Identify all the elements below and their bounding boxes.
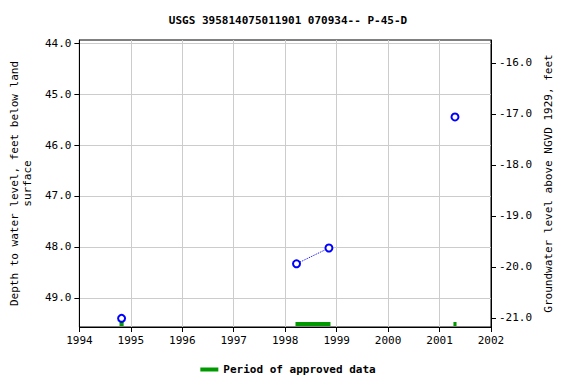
svg-text:1994: 1994 bbox=[66, 334, 93, 347]
svg-text:-16.0: -16.0 bbox=[499, 56, 532, 69]
svg-text:48.0: 48.0 bbox=[45, 240, 72, 253]
svg-text:surface: surface bbox=[21, 160, 34, 206]
svg-text:2000: 2000 bbox=[375, 334, 402, 347]
svg-text:1996: 1996 bbox=[169, 334, 196, 347]
svg-text:47.0: 47.0 bbox=[45, 189, 72, 202]
svg-text:2001: 2001 bbox=[426, 334, 453, 347]
svg-text:-17.0: -17.0 bbox=[499, 107, 532, 120]
svg-text:1995: 1995 bbox=[118, 334, 145, 347]
svg-text:USGS 395814075011901 070934--: USGS 395814075011901 070934-- P-45-D bbox=[169, 14, 408, 27]
svg-text:-19.0: -19.0 bbox=[499, 209, 532, 222]
svg-text:Period of approved data: Period of approved data bbox=[223, 363, 375, 376]
svg-text:1998: 1998 bbox=[272, 334, 299, 347]
svg-text:2002: 2002 bbox=[478, 334, 505, 347]
svg-text:1999: 1999 bbox=[323, 334, 350, 347]
svg-text:46.0: 46.0 bbox=[45, 139, 72, 152]
svg-text:Depth to water level, feet bel: Depth to water level, feet below land bbox=[8, 61, 21, 306]
svg-text:Groundwater level above NGVD 1: Groundwater level above NGVD 1929, feet bbox=[542, 54, 555, 312]
svg-text:-20.0: -20.0 bbox=[499, 260, 532, 273]
svg-text:49.0: 49.0 bbox=[45, 291, 72, 304]
svg-text:-21.0: -21.0 bbox=[499, 311, 532, 324]
svg-text:45.0: 45.0 bbox=[45, 88, 72, 101]
svg-text:-18.0: -18.0 bbox=[499, 158, 532, 171]
svg-text:44.0: 44.0 bbox=[45, 37, 72, 50]
svg-text:1997: 1997 bbox=[220, 334, 247, 347]
